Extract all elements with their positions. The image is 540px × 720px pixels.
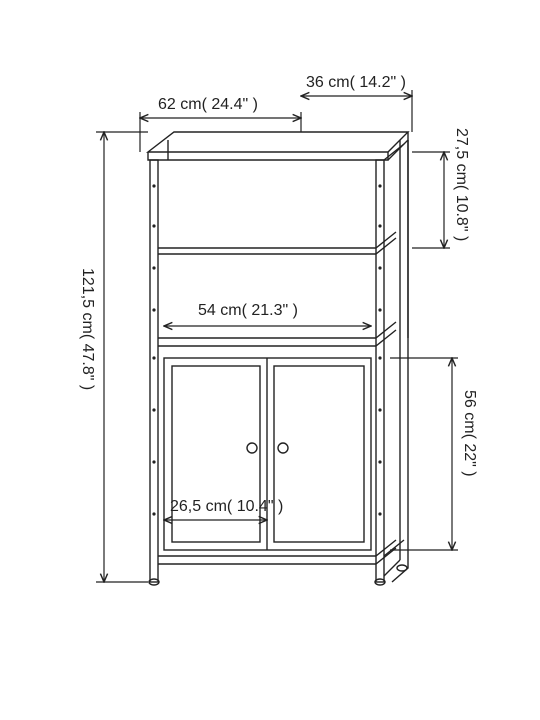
dim-width-top: 62 cm( 24.4" ) <box>158 96 258 114</box>
dim-inner-width: 54 cm( 21.3" ) <box>198 302 298 320</box>
dim-shelf-height: 27,5 cm( 10.8" ) <box>452 128 470 241</box>
diagram-canvas: 62 cm( 24.4" ) 36 cm( 14.2" ) 27,5 cm( 1… <box>0 0 540 720</box>
dim-door-width: 26,5 cm( 10.4" ) <box>170 498 283 516</box>
dim-total-height: 121,5 cm( 47.8" ) <box>78 268 96 390</box>
dim-depth-top: 36 cm( 14.2" ) <box>306 74 406 92</box>
dim-door-height: 56 cm( 22" ) <box>460 390 478 477</box>
